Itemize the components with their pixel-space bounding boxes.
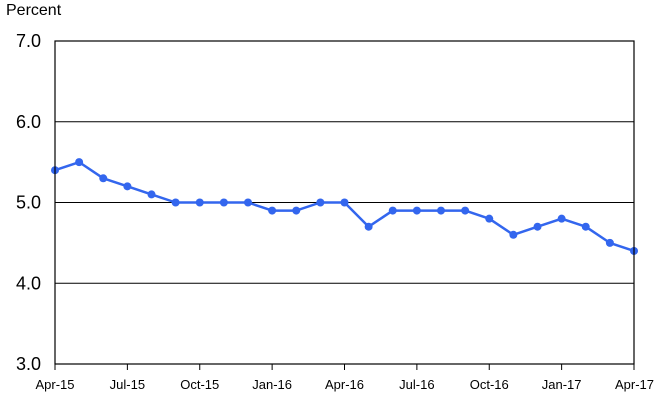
data-point: [316, 198, 325, 207]
x-tick-labels: Apr-15 Jul-15 Oct-15 Jan-16 Apr-16 Jul-16 Oct-…: [35, 364, 654, 392]
series-group: [51, 158, 638, 255]
y-tick-label: 4.0: [16, 273, 41, 293]
y-axis-label: Percent: [6, 2, 62, 19]
y-tick-label: 6.0: [16, 112, 41, 132]
x-tick-label: Jul-16: [399, 377, 434, 392]
data-point: [364, 222, 373, 231]
data-point: [533, 222, 542, 231]
data-point: [195, 198, 204, 207]
y-tick-label: 7.0: [16, 31, 41, 51]
data-point: [268, 206, 277, 215]
data-point: [437, 206, 445, 215]
data-point: [581, 222, 590, 231]
data-point: [509, 230, 518, 239]
data-point: [557, 214, 566, 223]
y-tick-labels: 3.0 4.0 5.0 6.0 7.0: [16, 31, 41, 374]
data-point: [605, 238, 614, 247]
y-tick-label: 3.0: [16, 354, 41, 374]
x-tick-label: Apr-15: [35, 377, 74, 392]
x-tick-label: Oct-15: [180, 377, 219, 392]
data-point: [171, 198, 180, 207]
data-point: [99, 174, 108, 183]
data-point: [292, 206, 301, 215]
data-point: [244, 198, 252, 207]
x-tick-label: Oct-16: [470, 377, 509, 392]
series-line: [54, 160, 635, 253]
x-tick-label: Jan-16: [252, 377, 292, 392]
data-point: [123, 182, 132, 191]
data-point: [388, 206, 397, 215]
data-point: [461, 206, 470, 215]
y-tick-label: 5.0: [16, 193, 41, 213]
x-tick-label: Apr-17: [615, 377, 654, 392]
data-point: [340, 198, 349, 207]
data-point: [412, 206, 421, 215]
x-tick-label: Apr-16: [325, 377, 364, 392]
data-point: [75, 158, 84, 167]
data-point: [219, 198, 228, 207]
x-tick-label: Jul-15: [110, 377, 145, 392]
plot-frame: [54, 40, 635, 365]
x-tick-label: Jan-17: [542, 377, 582, 392]
data-point: [147, 190, 156, 199]
data-point: [485, 214, 494, 223]
